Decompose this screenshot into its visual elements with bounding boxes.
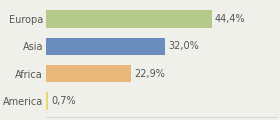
Text: 32,0%: 32,0% [168, 41, 199, 51]
Bar [46, 38, 165, 55]
Bar [46, 65, 131, 82]
Text: 44,4%: 44,4% [214, 14, 245, 24]
Text: 22,9%: 22,9% [134, 69, 165, 79]
Bar [46, 92, 48, 110]
Bar [46, 10, 211, 28]
Text: 0,7%: 0,7% [52, 96, 76, 106]
